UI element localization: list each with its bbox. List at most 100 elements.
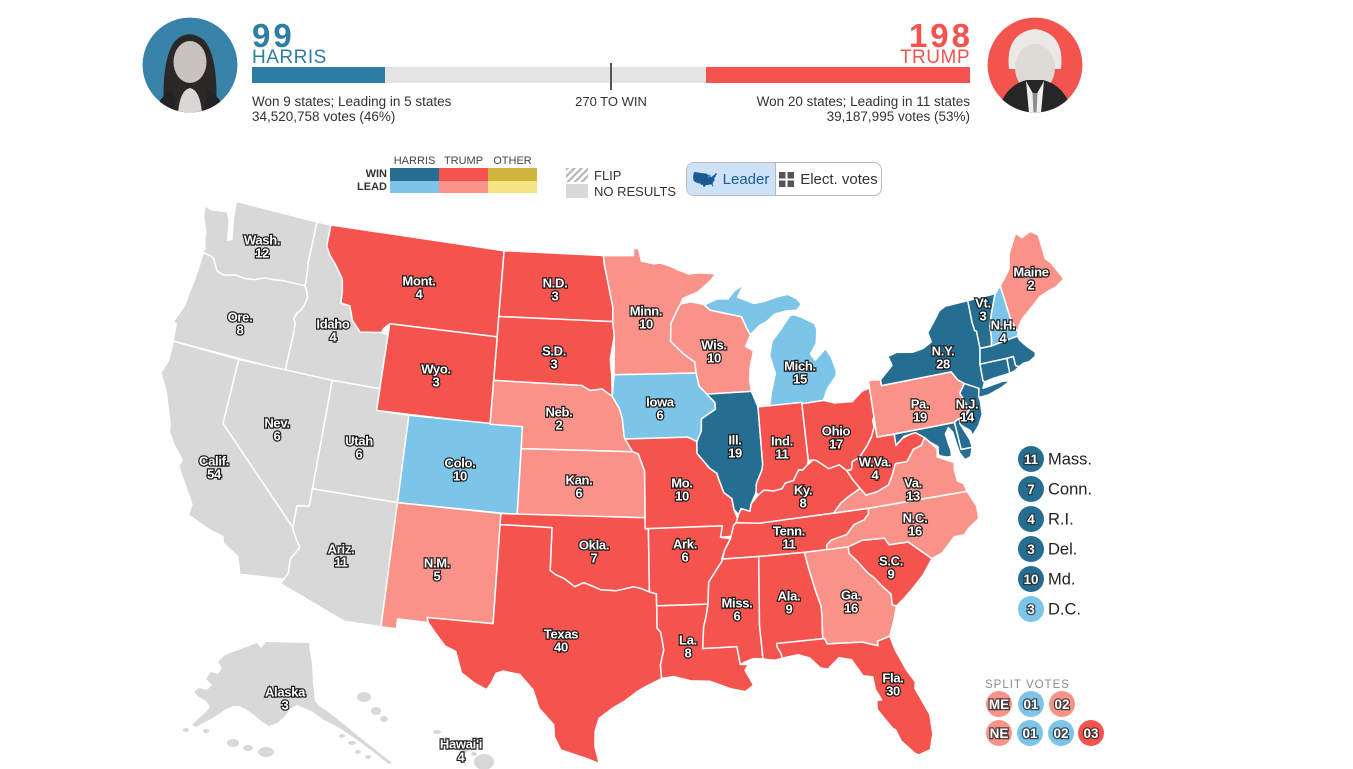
svg-text:4: 4	[1027, 512, 1035, 527]
svg-text:La.: La.	[679, 633, 697, 648]
svg-text:8: 8	[800, 496, 807, 511]
svg-text:Ala.: Ala.	[778, 589, 801, 604]
svg-text:11: 11	[334, 555, 347, 570]
svg-text:3: 3	[282, 698, 289, 713]
svg-text:Utah: Utah	[345, 434, 373, 449]
svg-text:R.I.: R.I.	[1048, 511, 1074, 529]
svg-text:Mont.: Mont.	[402, 274, 435, 289]
svg-text:Mo.: Mo.	[671, 476, 692, 491]
svg-text:Colo.: Colo.	[445, 456, 476, 471]
svg-text:3: 3	[552, 289, 559, 304]
svg-text:Maine: Maine	[1013, 265, 1048, 280]
svg-text:W.Va.: W.Va.	[859, 455, 891, 470]
svg-text:Md.: Md.	[1048, 571, 1076, 589]
svg-text:Minn.: Minn.	[630, 304, 662, 319]
svg-text:3: 3	[980, 309, 987, 324]
svg-text:9: 9	[786, 602, 793, 617]
svg-text:2: 2	[556, 418, 563, 433]
svg-text:6: 6	[274, 429, 281, 444]
svg-text:30: 30	[886, 684, 900, 699]
svg-text:11: 11	[1024, 452, 1039, 467]
svg-text:Ill.: Ill.	[728, 433, 741, 448]
svg-text:N.M.: N.M.	[424, 556, 450, 571]
svg-text:Calif.: Calif.	[199, 454, 229, 469]
svg-text:17: 17	[829, 437, 843, 452]
svg-text:10: 10	[675, 489, 689, 504]
svg-text:10: 10	[453, 469, 467, 484]
svg-text:4: 4	[330, 330, 338, 345]
svg-text:Miss.: Miss.	[721, 596, 752, 611]
svg-text:14: 14	[960, 410, 975, 425]
svg-text:15: 15	[793, 372, 807, 387]
svg-text:Fla.: Fla.	[882, 671, 903, 686]
svg-text:6: 6	[576, 486, 583, 501]
svg-text:Ky.: Ky.	[794, 483, 812, 498]
svg-text:Wash.: Wash.	[244, 233, 280, 248]
svg-text:Pa.: Pa.	[911, 397, 930, 412]
svg-text:Ga.: Ga.	[841, 588, 861, 603]
svg-text:02: 02	[1054, 697, 1069, 712]
svg-text:28: 28	[936, 357, 950, 372]
svg-text:Hawai'i: Hawai'i	[440, 737, 482, 752]
svg-text:Wis.: Wis.	[701, 338, 726, 353]
svg-text:Tenn.: Tenn.	[773, 524, 805, 539]
svg-text:8: 8	[237, 323, 244, 338]
svg-text:Neb.: Neb.	[546, 405, 573, 420]
svg-text:3: 3	[1027, 542, 1035, 557]
svg-text:01: 01	[1023, 697, 1039, 712]
svg-text:Nev.: Nev.	[264, 416, 289, 431]
svg-text:19: 19	[728, 446, 742, 461]
svg-text:Iowa: Iowa	[646, 395, 675, 410]
svg-text:Del.: Del.	[1048, 541, 1077, 559]
svg-text:S.D.: S.D.	[542, 344, 566, 359]
svg-text:N.D.: N.D.	[543, 276, 568, 291]
svg-text:Vt.: Vt.	[975, 296, 991, 311]
svg-text:7: 7	[591, 551, 598, 566]
svg-text:D.C.: D.C.	[1048, 601, 1081, 619]
svg-text:N.C.: N.C.	[903, 511, 928, 526]
svg-text:ME: ME	[989, 697, 1009, 712]
svg-text:54: 54	[207, 467, 222, 482]
svg-text:40: 40	[554, 640, 568, 655]
svg-text:Ohio: Ohio	[822, 424, 851, 439]
svg-text:10: 10	[639, 317, 653, 332]
svg-text:Mass.: Mass.	[1048, 451, 1092, 469]
svg-text:Idaho: Idaho	[316, 317, 350, 332]
svg-text:9: 9	[888, 567, 895, 582]
svg-text:SPLIT VOTES: SPLIT VOTES	[985, 679, 1070, 691]
svg-text:13: 13	[906, 489, 920, 504]
svg-text:N.H.: N.H.	[991, 318, 1016, 333]
svg-text:11: 11	[775, 447, 788, 462]
svg-text:16: 16	[908, 524, 922, 539]
svg-text:02: 02	[1053, 726, 1068, 741]
svg-text:03: 03	[1083, 726, 1099, 741]
svg-text:12: 12	[255, 246, 269, 261]
svg-text:6: 6	[657, 408, 664, 423]
svg-text:Alaska: Alaska	[265, 685, 306, 700]
svg-text:6: 6	[734, 609, 741, 624]
svg-text:6: 6	[356, 447, 363, 462]
svg-text:19: 19	[913, 410, 927, 425]
svg-text:Texas: Texas	[544, 627, 578, 642]
svg-text:Ore.: Ore.	[228, 310, 253, 325]
svg-text:5: 5	[434, 569, 441, 584]
svg-text:Conn.: Conn.	[1048, 481, 1092, 499]
svg-text:4: 4	[1000, 331, 1008, 346]
svg-text:6: 6	[682, 550, 689, 565]
svg-text:3: 3	[433, 375, 440, 390]
svg-text:S.C.: S.C.	[879, 554, 903, 569]
svg-text:NE: NE	[990, 726, 1009, 741]
svg-text:Va.: Va.	[904, 476, 922, 491]
svg-text:4: 4	[416, 287, 424, 302]
svg-text:3: 3	[551, 357, 558, 372]
svg-text:4: 4	[872, 468, 880, 483]
svg-text:7: 7	[1027, 482, 1035, 497]
svg-text:8: 8	[685, 646, 692, 661]
svg-text:01: 01	[1022, 726, 1038, 741]
svg-text:Ind.: Ind.	[771, 434, 793, 449]
svg-text:10: 10	[707, 351, 721, 366]
svg-text:Kan.: Kan.	[566, 473, 593, 488]
svg-text:Ark.: Ark.	[673, 537, 697, 552]
svg-text:N.J.: N.J.	[956, 397, 979, 412]
svg-text:Okla.: Okla.	[579, 538, 609, 553]
